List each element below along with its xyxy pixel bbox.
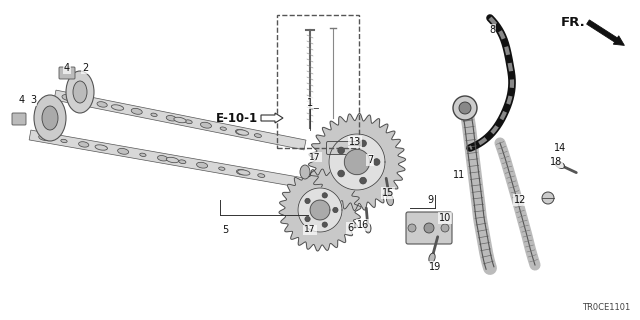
Text: TR0CE1101: TR0CE1101 — [582, 303, 630, 313]
Ellipse shape — [429, 253, 435, 263]
Ellipse shape — [196, 162, 207, 168]
Ellipse shape — [34, 95, 66, 141]
Circle shape — [360, 140, 367, 147]
Polygon shape — [29, 130, 316, 190]
Ellipse shape — [387, 195, 394, 205]
FancyBboxPatch shape — [406, 212, 452, 244]
Circle shape — [373, 159, 380, 165]
FancyArrow shape — [587, 20, 625, 45]
Polygon shape — [310, 200, 330, 220]
Ellipse shape — [131, 108, 142, 114]
Polygon shape — [54, 90, 306, 150]
Ellipse shape — [42, 106, 58, 130]
Text: 2: 2 — [82, 63, 88, 73]
Circle shape — [305, 198, 310, 204]
Ellipse shape — [300, 165, 310, 179]
Text: 14: 14 — [554, 143, 566, 153]
Ellipse shape — [179, 160, 186, 164]
Ellipse shape — [254, 134, 261, 138]
Circle shape — [305, 216, 310, 222]
FancyBboxPatch shape — [326, 141, 360, 155]
Ellipse shape — [236, 130, 249, 135]
Circle shape — [542, 192, 554, 204]
Text: 8: 8 — [489, 25, 495, 35]
Ellipse shape — [365, 223, 371, 233]
Text: 12: 12 — [514, 195, 526, 205]
Text: E-10-1: E-10-1 — [216, 111, 258, 124]
Ellipse shape — [111, 105, 124, 110]
Circle shape — [322, 193, 328, 198]
Ellipse shape — [219, 167, 225, 170]
Text: 13: 13 — [349, 137, 361, 147]
Ellipse shape — [100, 146, 107, 150]
Text: 7: 7 — [367, 155, 373, 165]
Text: 15: 15 — [382, 188, 394, 198]
Circle shape — [338, 170, 344, 177]
Ellipse shape — [185, 120, 192, 124]
Ellipse shape — [236, 169, 246, 175]
Text: 3: 3 — [30, 95, 36, 105]
Text: 19: 19 — [429, 262, 441, 272]
Ellipse shape — [118, 148, 129, 154]
Ellipse shape — [237, 170, 250, 175]
Ellipse shape — [82, 99, 88, 103]
Text: 17: 17 — [309, 153, 321, 162]
Ellipse shape — [556, 162, 564, 168]
Ellipse shape — [73, 81, 87, 103]
Ellipse shape — [166, 116, 177, 121]
Circle shape — [459, 102, 471, 114]
Circle shape — [408, 224, 416, 232]
Circle shape — [424, 223, 434, 233]
Ellipse shape — [151, 113, 157, 116]
Ellipse shape — [140, 153, 146, 156]
Text: 9: 9 — [427, 195, 433, 205]
Text: 17: 17 — [304, 226, 316, 235]
Text: 6: 6 — [347, 223, 353, 233]
Circle shape — [333, 207, 338, 213]
Ellipse shape — [116, 106, 123, 110]
FancyBboxPatch shape — [12, 113, 26, 125]
Ellipse shape — [220, 127, 227, 130]
Text: 4: 4 — [64, 63, 70, 73]
Circle shape — [322, 222, 328, 227]
Text: 11: 11 — [453, 170, 465, 180]
Text: 5: 5 — [222, 225, 228, 235]
Ellipse shape — [97, 102, 108, 107]
Circle shape — [441, 224, 449, 232]
Text: 16: 16 — [357, 220, 369, 230]
Ellipse shape — [200, 122, 211, 128]
Ellipse shape — [157, 156, 168, 161]
Ellipse shape — [38, 135, 50, 140]
Ellipse shape — [166, 157, 179, 163]
Polygon shape — [329, 134, 385, 190]
Text: FR.: FR. — [560, 15, 585, 28]
Ellipse shape — [62, 94, 73, 100]
Polygon shape — [298, 188, 342, 232]
Text: 1: 1 — [307, 98, 313, 108]
Circle shape — [453, 96, 477, 120]
Ellipse shape — [61, 139, 67, 143]
Polygon shape — [308, 114, 406, 211]
Ellipse shape — [66, 71, 94, 113]
Text: 18: 18 — [550, 157, 562, 167]
Ellipse shape — [258, 174, 265, 178]
Ellipse shape — [95, 145, 108, 150]
Ellipse shape — [236, 129, 246, 135]
FancyArrow shape — [261, 113, 283, 123]
Circle shape — [360, 177, 367, 184]
Ellipse shape — [174, 117, 186, 123]
Text: 10: 10 — [439, 213, 451, 223]
Text: 4: 4 — [19, 95, 25, 105]
Polygon shape — [344, 149, 370, 175]
Circle shape — [338, 147, 344, 154]
FancyBboxPatch shape — [59, 67, 75, 79]
Polygon shape — [279, 169, 361, 251]
Ellipse shape — [79, 142, 89, 147]
